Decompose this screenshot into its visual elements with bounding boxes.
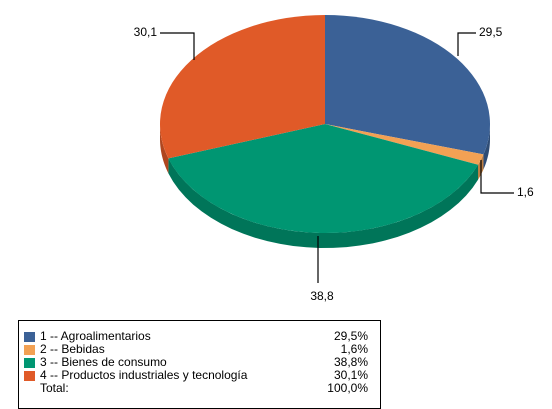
legend-value: 30,1% [334,368,368,382]
pie [160,15,490,248]
total-label: Total: [40,381,69,395]
slice-side [168,158,479,248]
legend-label: 1 -- Agroalimentarios [40,329,151,343]
leader-line [160,32,195,60]
legend-label: 4 -- Productos industriales y tecnología [40,368,248,382]
leader-line [457,32,476,56]
legend-value: 38,8% [334,355,368,369]
legend-swatch [24,371,35,381]
legend-value: 1,6% [341,342,369,356]
legend-swatch [24,332,35,342]
legend-value: 29,5% [334,329,368,343]
legend-label: 2 -- Bebidas [40,342,105,356]
legend-box [18,320,381,409]
slice-side [483,124,490,170]
data-label: 30,1 [134,25,158,39]
data-label: 38,8 [310,289,334,303]
data-label: 29,5 [479,25,503,39]
slice [325,15,490,155]
slice-side [160,124,169,174]
slice [160,15,325,159]
data-label: 1,6 [517,185,534,199]
slice [325,124,484,165]
total-value: 100,0% [327,381,368,395]
legend-swatch [24,345,35,355]
leader-line [480,160,514,194]
legend-label: 3 -- Bienes de consumo [40,355,167,369]
slice [168,124,479,233]
legend-swatch [24,358,35,368]
